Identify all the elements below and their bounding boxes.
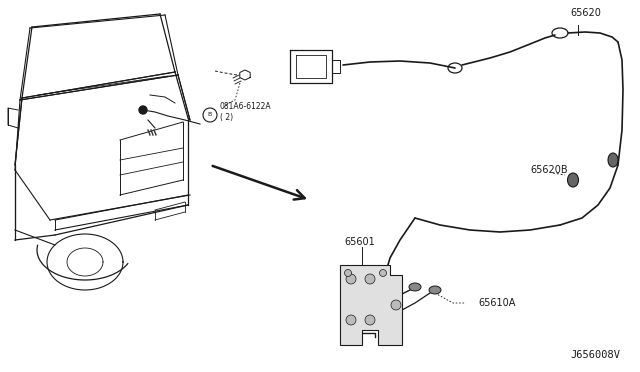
Ellipse shape bbox=[568, 173, 579, 187]
Text: 65610A: 65610A bbox=[478, 298, 515, 308]
Ellipse shape bbox=[429, 286, 441, 294]
Circle shape bbox=[391, 300, 401, 310]
Text: ( 2): ( 2) bbox=[220, 113, 233, 122]
Text: 65620: 65620 bbox=[570, 8, 601, 18]
Text: B: B bbox=[208, 112, 212, 118]
Circle shape bbox=[365, 315, 375, 325]
Ellipse shape bbox=[409, 283, 421, 291]
Circle shape bbox=[346, 315, 356, 325]
Ellipse shape bbox=[608, 153, 618, 167]
Text: 081A6-6122A: 081A6-6122A bbox=[220, 102, 271, 111]
Circle shape bbox=[365, 274, 375, 284]
Circle shape bbox=[344, 269, 351, 276]
Circle shape bbox=[346, 274, 356, 284]
Text: 65620B: 65620B bbox=[530, 165, 568, 175]
Text: 65601: 65601 bbox=[344, 237, 376, 247]
Circle shape bbox=[380, 269, 387, 276]
Circle shape bbox=[139, 106, 147, 114]
Text: J656008V: J656008V bbox=[570, 350, 620, 360]
Polygon shape bbox=[340, 265, 402, 345]
